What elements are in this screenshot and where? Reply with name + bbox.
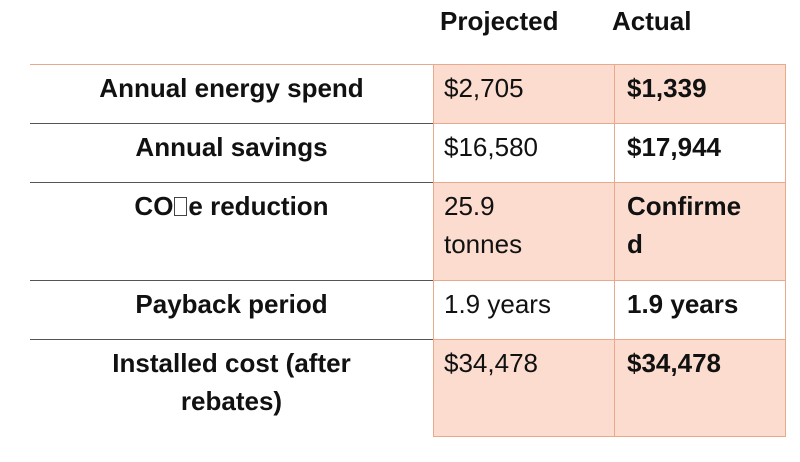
projected-value: $34,478 <box>433 339 615 437</box>
row-label-annual-savings: Annual savings <box>30 123 434 183</box>
label-suffix: e reduction <box>188 191 329 221</box>
label-line: rebates) <box>180 386 283 416</box>
table-row: Annual energy spend $2,705 $1,339 <box>30 64 786 124</box>
row-label-installed-cost: Installed cost (after rebates) <box>30 339 434 437</box>
label-line: Installed cost (after <box>112 348 351 378</box>
comparison-table: Annual energy spend $2,705 $1,339 Annual… <box>30 64 786 437</box>
label-prefix: CO <box>134 191 174 221</box>
projected-value: $16,580 <box>433 123 615 183</box>
value-line: 25.9 <box>444 191 495 221</box>
actual-value: $17,944 <box>614 123 786 183</box>
projected-value: 25.9 tonnes <box>433 182 615 281</box>
actual-value: Confirme d <box>614 182 786 281</box>
column-header-projected: Projected <box>440 6 559 36</box>
column-header-actual: Actual <box>612 6 692 36</box>
table-row: Payback period 1.9 years 1.9 years <box>30 280 786 340</box>
table-row: Annual savings $16,580 $17,944 <box>30 123 786 183</box>
actual-value: $34,478 <box>614 339 786 437</box>
table-row: Installed cost (after rebates) $34,478 $3… <box>30 339 786 437</box>
actual-value: $1,339 <box>614 64 786 124</box>
table-row: CO e reduction 25.9 tonnes Confirme d <box>30 182 786 281</box>
row-label-payback-period: Payback period <box>30 280 434 340</box>
projected-value: 1.9 years <box>433 280 615 340</box>
actual-value: 1.9 years <box>614 280 786 340</box>
projected-value: $2,705 <box>433 64 615 124</box>
row-label-co2e-reduction: CO e reduction <box>30 182 434 281</box>
value-line: tonnes <box>444 229 523 259</box>
value-line: Confirme <box>627 191 742 221</box>
missing-glyph-box <box>174 197 188 216</box>
value-line: d <box>627 229 643 259</box>
row-label-annual-energy-spend: Annual energy spend <box>30 64 434 124</box>
